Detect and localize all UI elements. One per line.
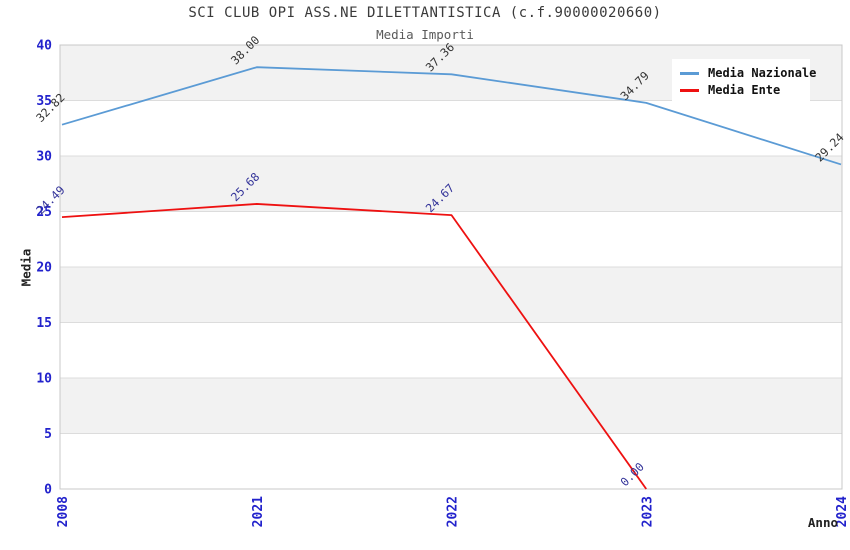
- y-tick-label: 35: [36, 94, 52, 109]
- series-line: [61, 203, 647, 490]
- chart-subtitle: Media Importi: [376, 27, 474, 42]
- x-tick-label: 2008: [56, 496, 71, 527]
- y-tick-label: 0: [44, 483, 52, 498]
- chart-title: SCI CLUB OPI ASS.NE DILETTANTISTICA (c.f…: [188, 5, 662, 21]
- y-tick-label: 30: [36, 150, 52, 165]
- x-tick-label: 2024: [835, 496, 850, 527]
- plot-border: [59, 44, 843, 490]
- legend-label: Media Nazionale: [708, 66, 817, 80]
- legend: Media Nazionale Media Ente: [672, 59, 816, 105]
- x-axis-title: Anno: [807, 515, 838, 530]
- y-tick-label: 20: [36, 261, 52, 276]
- y-tick-label: 10: [36, 372, 52, 387]
- ente-line-swatch-icon: [680, 88, 699, 92]
- nazionale-line-swatch-icon: [680, 71, 699, 75]
- plot-band: [60, 156, 842, 212]
- x-tick-label: 2023: [640, 496, 655, 527]
- y-tick-label: 40: [36, 39, 52, 54]
- y-tick-label: 5: [44, 427, 52, 442]
- legend-item-media-ente: Media Ente: [680, 82, 802, 98]
- series-line: [61, 66, 842, 166]
- y-tick-label: 15: [36, 316, 52, 331]
- y-tick-label: 25: [36, 205, 52, 220]
- legend-label: Media Ente: [708, 83, 781, 97]
- x-tick-label: 2021: [251, 496, 266, 527]
- y-axis-title: Media: [18, 248, 34, 287]
- legend-item-media-nazionale: Media Nazionale: [680, 65, 816, 81]
- x-tick-label: 2022: [446, 496, 461, 527]
- plot-band: [60, 378, 842, 434]
- plot-band: [60, 267, 842, 323]
